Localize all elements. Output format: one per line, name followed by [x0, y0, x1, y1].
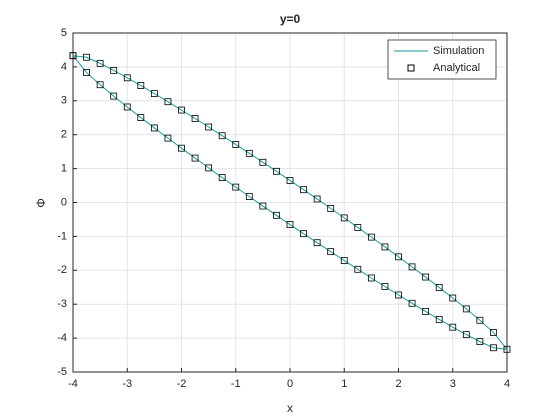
- marker: [110, 66, 118, 74]
- marker: [381, 283, 389, 290]
- x-axis-label: x: [287, 401, 293, 415]
- marker: [96, 81, 104, 89]
- marker: [490, 344, 497, 352]
- y-tick-label: -5: [57, 366, 67, 378]
- marker: [476, 338, 484, 346]
- x-tick-label: -3: [122, 378, 132, 390]
- marker: [313, 195, 321, 203]
- marker: [313, 239, 321, 247]
- marker: [150, 124, 158, 132]
- legend-label: Simulation: [433, 45, 484, 57]
- marker: [327, 204, 335, 212]
- marker: [300, 186, 307, 194]
- y-tick-label: 4: [61, 61, 67, 73]
- marker: [476, 316, 484, 324]
- marker: [449, 294, 457, 302]
- marker: [408, 299, 416, 307]
- marker: [259, 202, 267, 210]
- marker: [354, 265, 362, 273]
- marker: [462, 331, 470, 339]
- legend-label: Analytical: [433, 62, 480, 74]
- y-axis-label: Φ: [34, 198, 48, 208]
- y-tick-label: -4: [57, 332, 67, 344]
- marker: [110, 92, 118, 100]
- marker: [137, 114, 145, 121]
- x-tick-label: 2: [395, 378, 401, 390]
- marker: [232, 183, 240, 191]
- marker: [123, 74, 131, 82]
- marker: [340, 257, 348, 264]
- marker: [367, 274, 375, 282]
- y-tick-label: 2: [61, 129, 67, 141]
- marker: [300, 230, 307, 238]
- marker: [395, 291, 402, 299]
- marker: [408, 263, 416, 271]
- marker: [422, 308, 430, 315]
- marker: [381, 243, 389, 251]
- marker: [340, 214, 348, 222]
- marker: [327, 248, 335, 256]
- marker: [273, 211, 280, 219]
- marker: [503, 345, 511, 353]
- marker: [137, 82, 145, 89]
- marker: [83, 53, 90, 61]
- marker: [273, 167, 280, 175]
- line: [72, 55, 509, 350]
- marker: [435, 316, 443, 323]
- marker: [422, 273, 430, 281]
- y-tick-label: 3: [61, 95, 67, 107]
- marker: [435, 284, 443, 291]
- marker: [205, 123, 213, 131]
- chart-title: y=0: [280, 12, 301, 26]
- marker: [449, 323, 457, 331]
- marker: [205, 164, 213, 172]
- marker: [490, 329, 497, 336]
- marker: [191, 115, 199, 122]
- y-tick-label: -1: [57, 230, 67, 242]
- marker: [164, 134, 172, 142]
- marker: [96, 59, 104, 67]
- marker: [259, 158, 267, 166]
- marker: [150, 90, 158, 97]
- y-tick-label: -2: [57, 264, 67, 276]
- y-tick-label: 0: [61, 196, 67, 208]
- marker: [245, 193, 253, 201]
- legend-box: [387, 39, 497, 80]
- x-tick-label: -4: [68, 378, 78, 390]
- marker: [83, 69, 90, 76]
- marker: [462, 305, 470, 313]
- y-tick-label: 5: [61, 27, 67, 39]
- marker: [286, 221, 294, 228]
- marker: [245, 149, 253, 157]
- marker: [178, 144, 185, 152]
- x-tick-label: 3: [450, 378, 456, 390]
- marker: [395, 253, 402, 261]
- marker: [164, 98, 172, 106]
- marker: [218, 174, 226, 181]
- x-tick-label: -1: [231, 378, 241, 390]
- y-tick-label: 1: [61, 163, 67, 175]
- x-tick-label: -2: [177, 378, 187, 390]
- x-tick-label: 4: [504, 378, 510, 390]
- legend-swatch: [407, 64, 415, 72]
- marker: [286, 177, 294, 184]
- marker: [232, 141, 240, 148]
- y-tick-label: -3: [57, 298, 67, 310]
- marker: [123, 103, 131, 111]
- x-tick-label: 0: [287, 378, 293, 390]
- marker: [69, 52, 77, 60]
- marker: [191, 154, 199, 162]
- marker: [178, 106, 185, 114]
- marker: [354, 224, 362, 231]
- axes-box: [72, 32, 508, 373]
- marker: [367, 233, 375, 241]
- x-tick-label: 1: [341, 378, 347, 390]
- marker: [218, 132, 226, 140]
